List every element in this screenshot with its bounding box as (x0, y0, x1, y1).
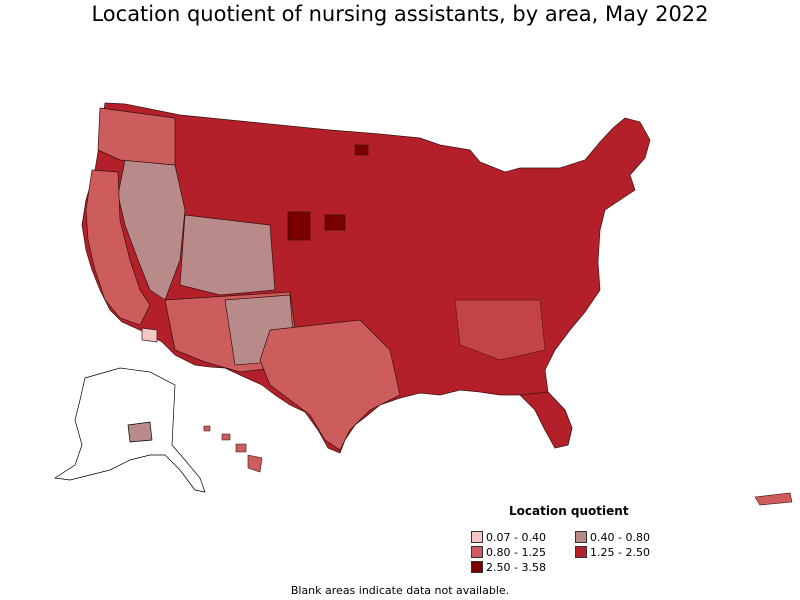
legend-item-0-07-0-40: 0.07 - 0.40 (471, 531, 546, 544)
legend-item-0-40-0-80: 0.40 - 0.80 (575, 531, 650, 544)
texas-region (259, 319, 401, 451)
contiguous-us (81, 102, 651, 454)
hawaii-island-3 (235, 443, 247, 453)
utah-colorado-region (179, 214, 276, 296)
legend-label: 0.80 - 1.25 (486, 546, 546, 559)
puerto-rico-shape (754, 492, 793, 506)
legend-swatch (471, 561, 483, 573)
legend-label: 1.25 - 2.50 (590, 546, 650, 559)
legend-swatch (575, 546, 587, 558)
legend-title: Location quotient (509, 504, 629, 518)
nebraska-dark-area (324, 214, 346, 231)
hawaii-island-2 (221, 433, 231, 441)
hawaii (203, 425, 263, 473)
california-lightest-area (141, 327, 158, 343)
legend-item-0-80-1-25: 0.80 - 1.25 (471, 546, 546, 559)
hawaii-island-1 (203, 425, 211, 432)
northdakota-dark-area (354, 144, 369, 156)
oregon-washington-region (97, 107, 176, 166)
legend-swatch (471, 546, 483, 558)
footnote: Blank areas indicate data not available. (290, 584, 510, 597)
florida-region (519, 391, 573, 449)
southeast-mixed-region (454, 299, 546, 361)
california-coast-region (85, 169, 151, 326)
legend-item-1-25-2-50: 1.25 - 2.50 (575, 546, 650, 559)
legend-swatch (471, 531, 483, 543)
alaska (54, 367, 206, 493)
legend-label: 2.50 - 3.58 (486, 561, 546, 574)
alaska-shaded-area (127, 421, 153, 443)
legend-label: 0.07 - 0.40 (486, 531, 546, 544)
legend-item-2-50-3-58: 2.50 - 3.58 (471, 561, 546, 574)
nevada-region (117, 159, 186, 301)
legend-label: 0.40 - 0.80 (590, 531, 650, 544)
puerto-rico (754, 492, 793, 506)
wyoming-dark-area (287, 211, 311, 241)
legend-swatch (575, 531, 587, 543)
hawaii-island-4 (247, 454, 263, 473)
map-title: Location quotient of nursing assistants,… (91, 2, 709, 26)
